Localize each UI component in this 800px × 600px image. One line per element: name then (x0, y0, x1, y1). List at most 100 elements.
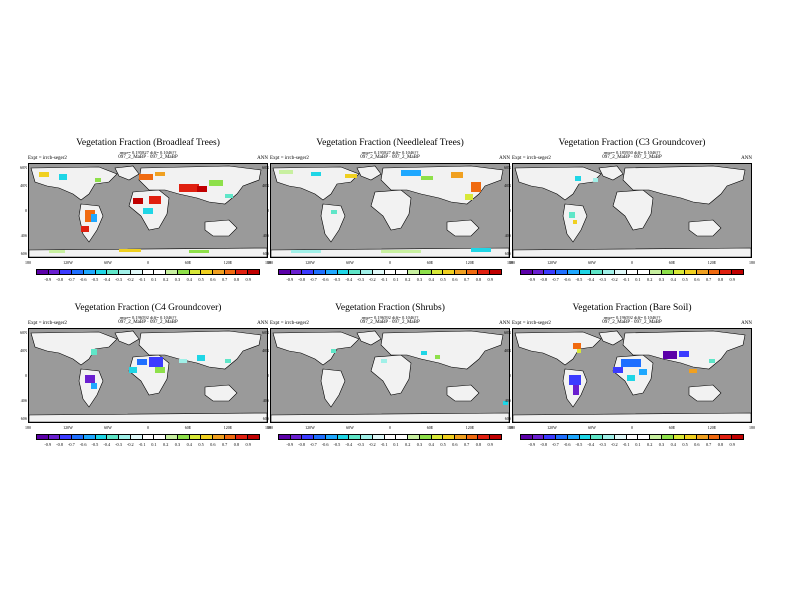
colorbar-swatch (478, 270, 491, 274)
colorbar-swatch (650, 270, 662, 274)
panel-shrubs: Vegetation Fraction (Shrubs) rmse= 0.196… (262, 303, 513, 453)
colorbar-tick-label: 0.2 (162, 442, 169, 447)
panel-title: Vegetation Fraction (Needleleaf Trees) (316, 138, 464, 148)
colorbar-swatch (95, 435, 108, 439)
colorbar-swatch (107, 435, 120, 439)
world-map (29, 330, 267, 422)
lon-label: 180 (265, 425, 271, 430)
colorbar-swatch (567, 435, 580, 439)
colorbar-tick-label: -0.4 (103, 442, 111, 447)
colorbar-tick-label: -0.9 (44, 442, 52, 447)
colorbar-tick-label: -0.4 (587, 277, 595, 282)
colorbar-swatch (142, 270, 155, 274)
lon-label: 0 (631, 260, 633, 265)
lat-label: 60S (20, 251, 27, 256)
colorbar-tick-label: -0.1 (380, 277, 388, 282)
panel-title: Vegetation Fraction (Broadleaf Trees) (76, 138, 220, 148)
colorbar (36, 269, 260, 275)
world-map (271, 165, 509, 257)
lat-label: 40N (262, 348, 269, 353)
lon-label: 180 (507, 425, 513, 430)
colorbar-swatch (697, 435, 709, 439)
colorbar-tick-label: 0.7 (221, 442, 228, 447)
colorbar-swatch (95, 270, 108, 274)
colorbar (520, 269, 744, 275)
lon-label: 60E (426, 260, 434, 265)
colorbar-swatch (396, 435, 409, 439)
colorbar-swatch (189, 435, 202, 439)
colorbar-tick-label: 0.6 (452, 442, 458, 447)
colorbar-tick-label: -0.3 (599, 442, 606, 447)
colorbar-swatch (521, 270, 533, 274)
colorbar-swatch (166, 270, 178, 274)
panel-stats: rmse= 0.195827 diff= 0.1046?? (361, 150, 419, 155)
panel-stats: rmse= 0.196592 diff= 0.1046?? (119, 315, 177, 320)
panel-season: ANN (741, 156, 752, 161)
colorbar-tick-label: -0.8 (298, 442, 305, 447)
colorbar-swatch (396, 270, 409, 274)
panel-needleleaf: Vegetation Fraction (Needleleaf Trees) r… (262, 138, 513, 288)
lon-label: 60W (588, 260, 596, 265)
panel-expt: Expt = irrcb-seger2 (270, 321, 309, 326)
colorbar-tick-label: 0.1 (393, 277, 399, 282)
colorbar-swatch (337, 270, 350, 274)
world-map (271, 330, 509, 422)
colorbar-swatch (60, 270, 73, 274)
colorbar-swatch (490, 270, 501, 274)
colorbar-tick-label: 0.6 (210, 277, 216, 282)
lat-label: 0 (25, 373, 27, 378)
colorbar-tick-label: -0.4 (587, 442, 595, 447)
colorbar-swatch (37, 435, 49, 439)
lat-label: 40S (262, 398, 269, 403)
panel-stats: rmse= 0.196592 diff= 0.1046?? (361, 315, 419, 320)
colorbar-tick-label: 0.6 (452, 277, 458, 282)
lat-label: 40S (504, 398, 511, 403)
lon-label: 0 (389, 260, 391, 265)
colorbar-tick-label: -0.2 (368, 442, 376, 447)
colorbar-tick-label: -0.9 (44, 277, 52, 282)
colorbar-swatch (431, 435, 444, 439)
colorbar-tick-label: 0.5 (198, 277, 204, 282)
colorbar-swatch (119, 270, 131, 274)
colorbar-tick-label: 0.4 (428, 277, 434, 282)
lat-label: 0 (509, 373, 511, 378)
colorbar-tick-label: 0.5 (682, 442, 688, 447)
lon-label: 120E (465, 425, 475, 430)
panel-stats: rmse= 0.195827 diff= 0.1046?? (119, 150, 177, 155)
colorbar-tick-label: -0.9 (528, 277, 536, 282)
lat-label: 40N (504, 183, 511, 188)
colorbar-tick-label: -0.8 (540, 277, 547, 282)
lon-label: 60W (346, 260, 354, 265)
world-map (29, 165, 267, 257)
colorbar (278, 434, 502, 440)
colorbar (36, 434, 260, 440)
colorbar-tick-label: -0.5 (91, 442, 99, 447)
colorbar-swatch (177, 435, 190, 439)
colorbar-tick-label: 0.9 (245, 442, 251, 447)
colorbar-tick-label: 0.5 (440, 442, 446, 447)
colorbar-tick-label: 0.8 (717, 442, 724, 447)
colorbar-tick-label: 0.3 (174, 442, 181, 447)
colorbar-swatch (72, 435, 84, 439)
colorbar-tick-label: 0.6 (694, 277, 700, 282)
colorbar-swatch (119, 435, 131, 439)
lon-label: 120W (305, 425, 315, 430)
colorbar-swatch (638, 435, 651, 439)
colorbar-tick-label: 0.7 (463, 277, 470, 282)
colorbar-swatch (490, 435, 501, 439)
lat-label: 60S (504, 416, 511, 421)
colorbar-swatch (408, 270, 420, 274)
colorbar-tick-label: 0.4 (186, 442, 192, 447)
colorbar-tick-label: -0.3 (357, 442, 364, 447)
lon-label: 60W (104, 260, 112, 265)
colorbar-swatch (224, 270, 237, 274)
colorbar-swatch (532, 270, 545, 274)
colorbar-swatch (626, 435, 639, 439)
panel-season: ANN (499, 321, 510, 326)
colorbar-tick-label: -0.7 (309, 442, 317, 447)
lat-label: 40N (20, 183, 27, 188)
colorbar-tick-label: -0.3 (357, 277, 364, 282)
lon-label: 180 (749, 425, 755, 430)
colorbar-tick-label: -0.7 (551, 442, 559, 447)
colorbar (278, 269, 502, 275)
